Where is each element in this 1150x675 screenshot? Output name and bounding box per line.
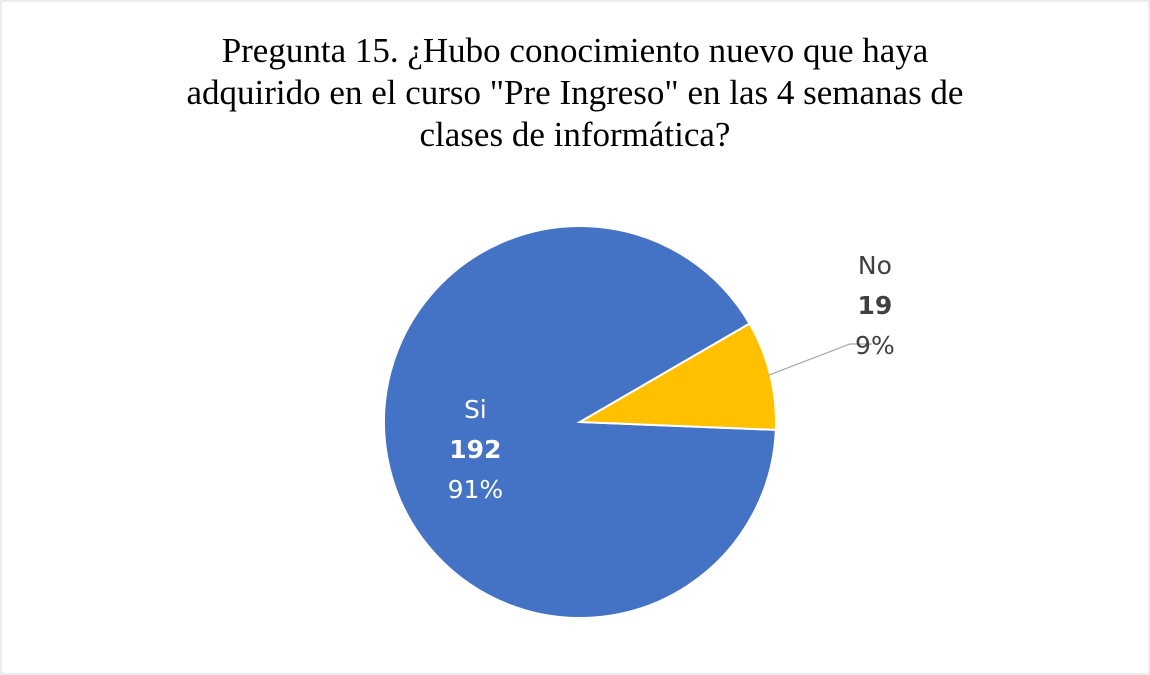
chart-title: clases de informática? — [420, 115, 731, 154]
slice-value-label: 192 — [449, 435, 501, 464]
chart-title: adquirido en el curso "Pre Ingreso" en l… — [187, 73, 964, 112]
slice-percent-label: 9% — [855, 331, 895, 360]
chart-title: Pregunta 15. ¿Hubo conocimiento nuevo qu… — [222, 31, 929, 70]
slice-category-label: Si — [464, 395, 487, 424]
slice-value-label: 19 — [857, 291, 892, 320]
slice-percent-label: 91% — [448, 475, 504, 504]
leader-line — [768, 343, 872, 376]
slice-category-label: No — [858, 251, 892, 280]
